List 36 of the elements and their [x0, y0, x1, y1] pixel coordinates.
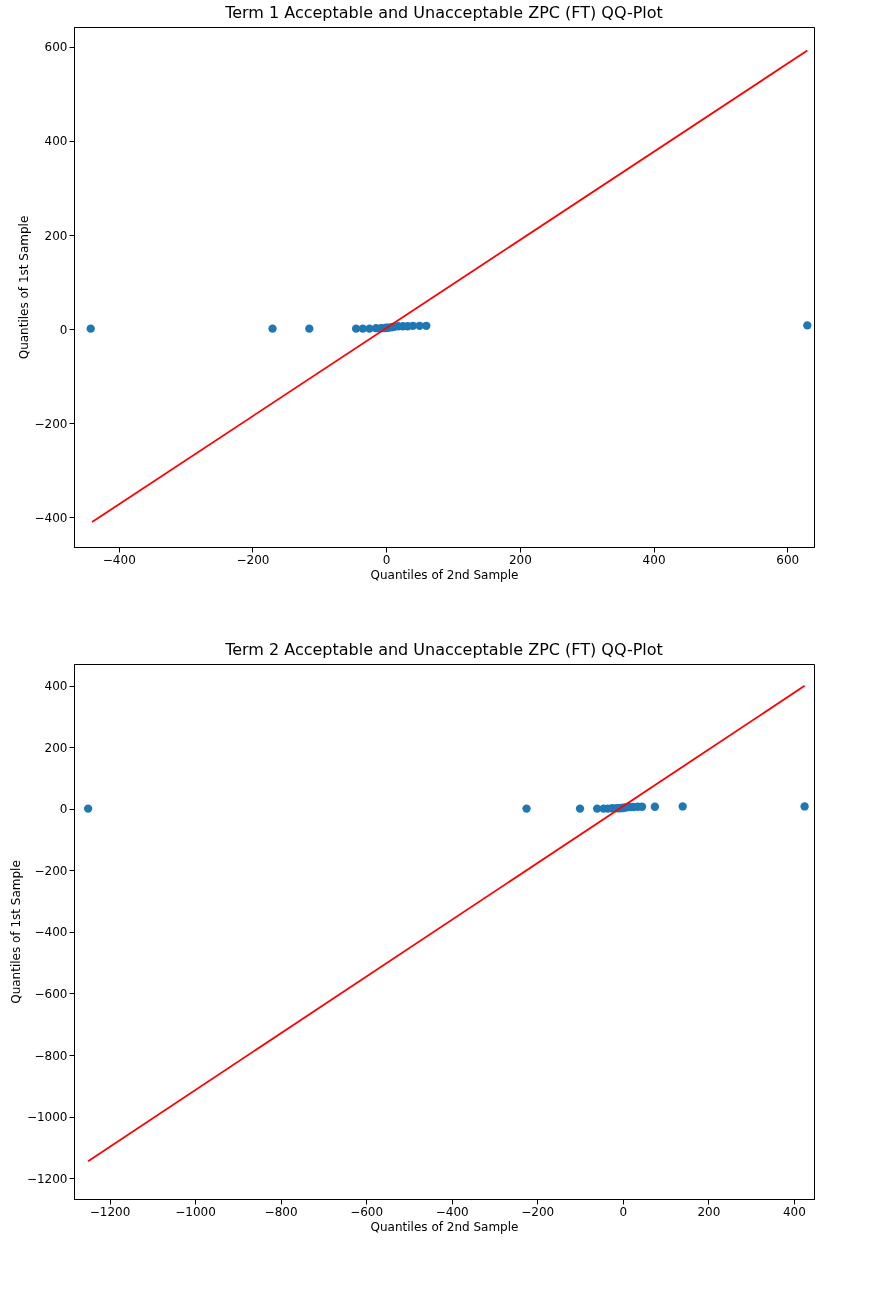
x-tick-label: 200 [508, 552, 532, 567]
x-tick-label: 400 [642, 552, 666, 567]
y-tick-label: −200 [34, 863, 68, 878]
chart-title: Term 1 Acceptable and Unacceptable ZPC (FT) QQ-Plot [224, 3, 663, 22]
y-axis-title: Quantiles of 1st Sample [8, 860, 23, 1004]
x-tick-label: −200 [521, 1204, 555, 1219]
y-tick-label: 400 [44, 134, 68, 149]
y-tick-label: −1000 [26, 1110, 68, 1125]
x-tick-label: 400 [782, 1204, 806, 1219]
x-tick-label: 0 [619, 1204, 628, 1219]
y-tick-label: −200 [34, 416, 68, 431]
y-tick-label: −1200 [26, 1171, 68, 1186]
x-tick-label: −200 [236, 552, 270, 567]
y-tick-label: −800 [34, 1048, 68, 1063]
x-axis-title: Quantiles of 2nd Sample [370, 567, 519, 582]
x-tick-label: 200 [697, 1204, 721, 1219]
x-tick-label: 600 [776, 552, 800, 567]
x-tick-label: −600 [350, 1204, 384, 1219]
y-tick-label: −400 [34, 925, 68, 940]
y-tick-label: 400 [44, 679, 68, 694]
y-axis-title: Quantiles of 1st Sample [16, 215, 31, 360]
y-tick-label: −400 [34, 510, 68, 525]
y-tick-label: 200 [44, 228, 68, 243]
x-tick-label: −800 [264, 1204, 298, 1219]
x-tick-label: −1000 [175, 1204, 216, 1219]
y-tick-label: 200 [44, 740, 68, 755]
x-axis-title: Quantiles of 2nd Sample [370, 1219, 519, 1234]
y-tick-label: −600 [34, 986, 68, 1001]
x-tick-label: −400 [102, 552, 136, 567]
chart-title: Term 2 Acceptable and Unacceptable ZPC (FT) QQ-Plot [224, 640, 663, 659]
y-tick-label: 0 [59, 322, 68, 337]
x-tick-label: −400 [435, 1204, 469, 1219]
y-tick-label: 0 [59, 802, 68, 817]
y-tick-label: 600 [44, 40, 68, 55]
x-tick-label: −1200 [89, 1204, 131, 1219]
x-tick-label: 0 [382, 552, 391, 567]
